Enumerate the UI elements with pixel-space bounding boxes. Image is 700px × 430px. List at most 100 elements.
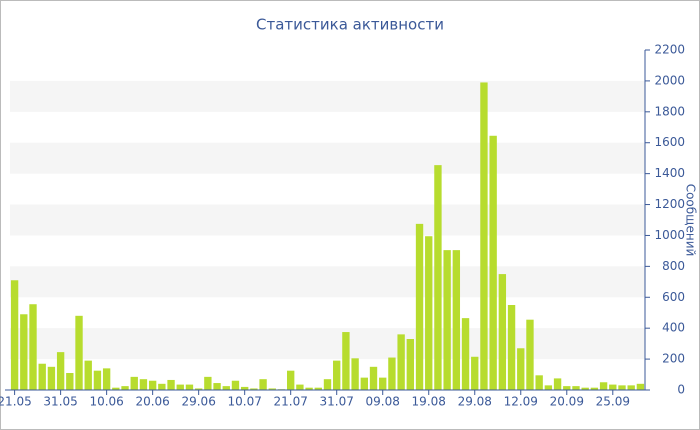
bar [66,373,74,390]
bar [406,339,415,390]
bar [93,370,102,390]
bar [572,386,580,390]
x-tick-label: 20.06 [135,395,169,409]
bar [636,383,645,390]
bar [323,379,332,390]
bar [176,384,184,390]
x-tick-label: 21.07 [274,395,308,409]
bar [342,332,350,390]
bar [618,385,626,390]
x-tick-label: 29.08 [458,395,492,409]
bar [130,376,138,390]
bar [480,82,488,391]
y-tick-label: 600 [662,290,685,304]
bar [563,386,571,390]
bar [240,386,249,390]
bar [333,360,341,390]
bar [507,305,516,390]
y-tick-label: 1000 [654,228,685,242]
y-tick-label: 1600 [654,135,685,149]
y-tick-label: 2000 [654,73,685,87]
x-tick-label: 31.07 [320,395,354,409]
bar [526,319,534,390]
bar [213,383,221,390]
bar [517,348,525,390]
bar [112,387,120,390]
x-tick-label: 31.05 [43,395,77,409]
bar [84,360,92,390]
x-tick-label: 25.09 [596,395,630,409]
bar [204,376,212,390]
bar [351,358,359,390]
bar [287,370,295,390]
grid-band [10,142,645,174]
bar [425,236,433,390]
bar [56,352,65,390]
grid-band [10,204,645,236]
bar [627,385,635,390]
bar [296,384,304,390]
bar [20,314,28,390]
bar [452,250,461,390]
bar [443,250,451,390]
bar [121,386,129,390]
bar [10,280,19,390]
chart-title: Статистика активности [256,16,444,34]
bar [599,382,608,390]
x-tick-label: 12.09 [504,395,538,409]
grid-band [10,266,645,298]
y-tick-label: 1200 [654,197,685,211]
bar [231,380,240,390]
bar [397,334,405,390]
grid-band [10,80,645,112]
bar [47,366,56,390]
bar [544,385,553,390]
y-tick-label: 200 [662,352,685,366]
bar [590,387,599,390]
y-tick-label: 1800 [654,104,685,118]
bar [360,377,368,390]
x-tick-label: 10.06 [89,395,123,409]
bar [369,366,378,390]
bar [498,274,507,390]
y-axis-label: Сообщений [684,184,698,257]
bar [388,357,396,390]
y-tick-label: 800 [662,259,685,273]
bar [148,380,157,390]
bar [461,318,470,390]
bar [29,304,37,390]
x-tick-label: 19.08 [412,395,446,409]
x-tick-label: 10.07 [227,395,261,409]
y-tick-label: 0 [677,383,685,397]
bar [471,356,479,390]
bar [250,388,258,390]
bar [75,315,83,390]
bar [139,379,148,390]
grid-band [10,328,645,360]
bar [38,363,46,390]
bar [434,165,442,390]
y-tick-label: 400 [662,321,685,335]
bar [259,379,267,390]
x-tick-label: 20.09 [550,395,584,409]
bar [268,388,276,390]
bar [158,383,166,390]
bar [102,368,111,390]
bar [609,384,617,390]
bar [581,387,589,390]
y-tick-label: 2200 [654,43,685,57]
bar [222,386,230,390]
bar [194,388,203,390]
x-tick-label: 29.06 [181,395,215,409]
bar [305,387,313,390]
bar [379,377,387,390]
bar [185,384,194,390]
x-tick-label: 09.08 [366,395,400,409]
bar [535,375,543,390]
bar [167,379,175,390]
bar [415,223,424,390]
y-tick-label: 1400 [654,166,685,180]
bar [489,135,497,390]
bar [553,378,562,390]
